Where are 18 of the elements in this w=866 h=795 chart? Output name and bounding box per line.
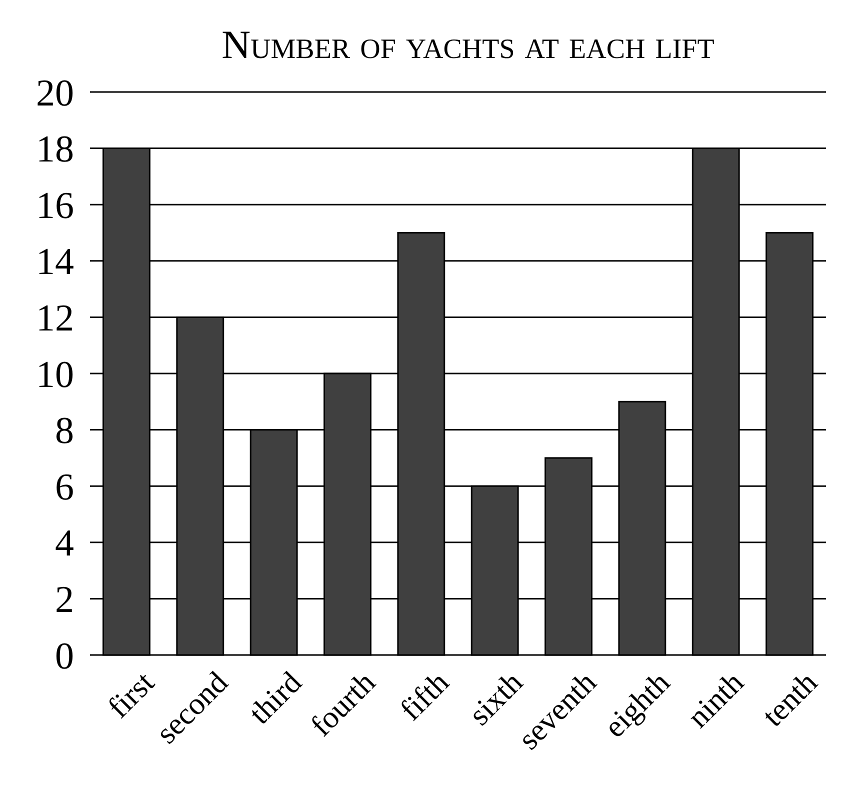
y-tick-label: 4 xyxy=(55,522,74,565)
y-tick-label: 16 xyxy=(36,184,74,227)
y-tick-label: 6 xyxy=(55,466,74,508)
x-tick-label: fifth xyxy=(392,664,456,728)
x-tick-label: third xyxy=(242,664,308,731)
y-tick-label: 18 xyxy=(36,128,74,171)
x-tick-label: first xyxy=(100,664,162,725)
x-tick-label: sixth xyxy=(462,664,530,732)
y-tick-label: 10 xyxy=(36,354,74,396)
y-tick-label: 14 xyxy=(36,241,74,284)
y-tick-label: 2 xyxy=(55,579,74,621)
y-tick-label: 0 xyxy=(55,635,74,678)
x-tick-label: tenth xyxy=(755,664,824,734)
x-tick-label: ninth xyxy=(680,664,750,734)
y-tick-label: 8 xyxy=(55,410,74,452)
y-tick-label: 20 xyxy=(36,72,74,114)
y-tick-label: 12 xyxy=(36,298,74,340)
chart-title: Number of yachts at each lift xyxy=(222,22,714,67)
